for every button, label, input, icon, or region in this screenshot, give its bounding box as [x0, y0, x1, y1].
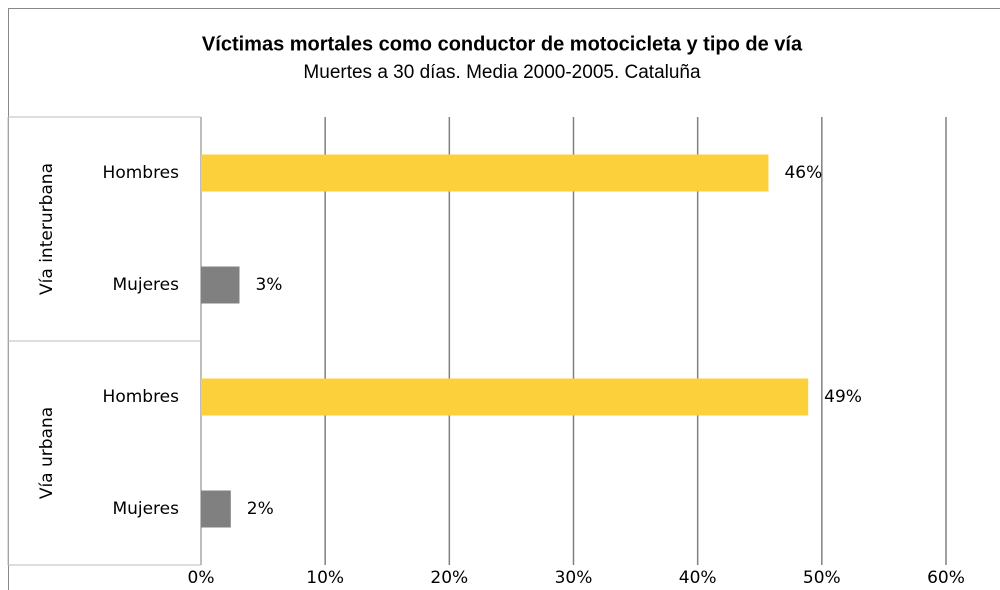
group-label: Vía interurbana — [37, 163, 57, 295]
x-tick-label: 10% — [306, 568, 344, 588]
bar — [201, 490, 231, 528]
data-label: 2% — [247, 499, 274, 519]
y-tick-label: Mujeres — [112, 499, 179, 519]
data-label: 46% — [784, 163, 822, 183]
x-tick-label: 50% — [803, 568, 841, 588]
x-tick-label: 40% — [679, 568, 717, 588]
y-tick-label: Hombres — [103, 163, 180, 183]
x-tick-label: 60% — [927, 568, 965, 588]
x-tick-label: 0% — [188, 568, 215, 588]
x-tick-label: 30% — [555, 568, 593, 588]
y-tick-label: Hombres — [103, 387, 180, 407]
bar — [201, 378, 809, 416]
bar — [201, 154, 769, 192]
bar — [201, 266, 240, 304]
data-label: 3% — [255, 275, 282, 295]
chart-frame — [8, 8, 1000, 590]
chart-title: Víctimas mortales como conductor de moto… — [202, 33, 803, 55]
group-label: Vía urbana — [37, 407, 57, 499]
x-tick-label: 20% — [430, 568, 468, 588]
data-label: 49% — [824, 387, 862, 407]
chart-subtitle: Muertes a 30 días. Media 2000-2005. Cata… — [303, 62, 701, 83]
y-tick-label: Mujeres — [112, 275, 179, 295]
